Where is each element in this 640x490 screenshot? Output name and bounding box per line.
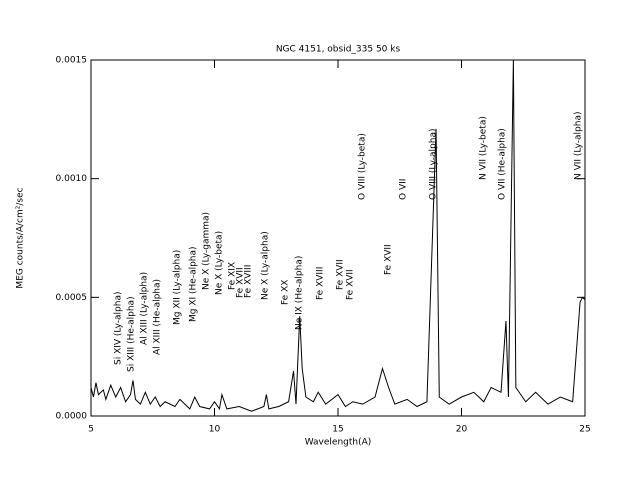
line-annotation: O VIII (Ly-beta)	[358, 133, 368, 200]
line-annotation: N VII (Ly-beta)	[479, 116, 489, 180]
line-annotation: Fe XVIII	[316, 267, 326, 300]
line-annotation: Fe XVII	[384, 244, 394, 275]
line-annotation: Fe XIX	[228, 262, 238, 290]
line-annotation: Si XIV (Ly-alpha)	[114, 292, 124, 366]
line-annotation: N VII (Ly-alpha)	[574, 112, 584, 181]
line-annotation: Fe XVIII	[244, 265, 254, 298]
line-annotation: Fe XVII	[336, 259, 346, 290]
line-annotation: Ne X (Ly-gamma)	[202, 212, 212, 290]
line-annotation: O VII	[399, 179, 409, 200]
y-tick-label: 0.0005	[56, 293, 88, 303]
line-annotation: Fe XX	[281, 280, 291, 305]
line-annotation: Ne X (Ly-beta)	[215, 231, 225, 295]
line-annotation: Mg XII (Ly-alpha)	[173, 250, 183, 325]
x-tick-label: 5	[88, 425, 94, 435]
line-annotation: Al XIII (He-alpha)	[153, 279, 163, 355]
y-tick-label: 0.0000	[56, 412, 88, 422]
x-tick-label: 25	[579, 425, 590, 435]
line-annotation: O VII (He-alpha)	[498, 128, 508, 200]
y-tick-label: 0.0015	[56, 56, 88, 66]
line-annotation: Si XIII (He-alpha)	[127, 296, 137, 372]
line-annotation: O VIII (Ly-alpha)	[429, 129, 439, 201]
y-tick-label: 0.0010	[56, 174, 88, 184]
x-tick-label: 20	[456, 425, 468, 435]
y-axis-label: MEG counts/A/cm²/sec	[16, 187, 26, 288]
chart-title: NGC 4151, obsid_335 50 ks	[276, 45, 401, 55]
line-annotation: Fe XVII	[236, 267, 246, 298]
x-tick-label: 10	[209, 425, 221, 435]
line-annotation: Al XIII (Ly-alpha)	[140, 272, 150, 345]
line-annotation: Ne X (Ly-alpha)	[261, 231, 271, 300]
spectrum-line	[90, 59, 586, 412]
line-annotation: Mg XI (He-alpha)	[189, 246, 199, 322]
x-axis-label: Wavelength(A)	[305, 438, 372, 448]
x-tick-label: 15	[332, 425, 343, 435]
line-annotation: Ne IX (He-alpha)	[295, 256, 305, 330]
line-annotation: Fe XVII	[346, 269, 356, 300]
